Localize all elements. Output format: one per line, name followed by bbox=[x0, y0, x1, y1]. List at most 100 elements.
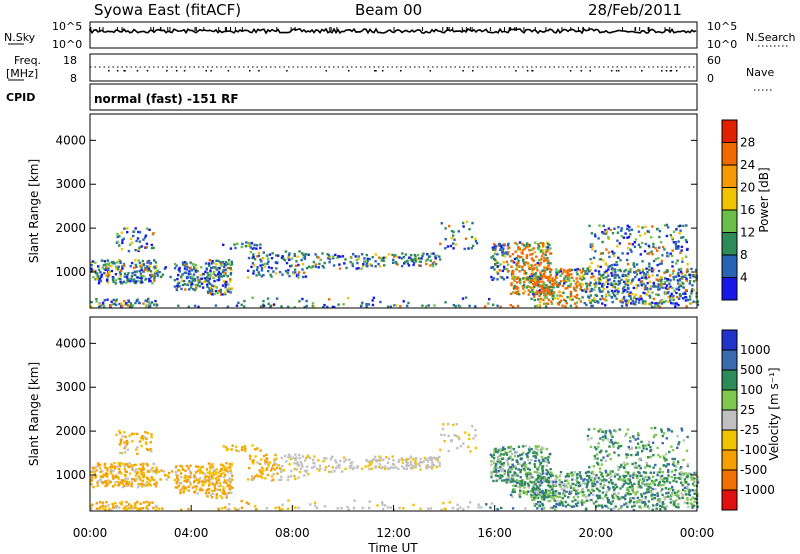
scatter-cell bbox=[515, 285, 519, 289]
scatter-cell bbox=[262, 251, 265, 254]
scatter-cell bbox=[637, 483, 640, 486]
scatter-cell bbox=[189, 276, 193, 279]
scatter-cell bbox=[272, 270, 275, 273]
scatter-cell bbox=[512, 277, 516, 281]
scatter-cell bbox=[444, 301, 447, 304]
scatter-cell bbox=[148, 273, 152, 277]
scatter-cell bbox=[594, 269, 597, 272]
scatter-cell bbox=[130, 463, 133, 467]
scatter-cell bbox=[601, 231, 604, 234]
scatter-cell bbox=[638, 478, 642, 481]
scatter-cell bbox=[146, 476, 149, 479]
scatter-cell bbox=[106, 467, 109, 470]
scatter-cell bbox=[647, 273, 650, 276]
scatter-cell bbox=[220, 264, 223, 267]
scatter-cell bbox=[150, 436, 153, 439]
scatter-cell bbox=[374, 265, 377, 268]
scatter-cell bbox=[404, 260, 407, 264]
scatter-cell bbox=[631, 299, 634, 303]
scatter-cell bbox=[176, 285, 179, 288]
scatter-cell bbox=[601, 506, 604, 509]
scatter-cell bbox=[539, 297, 543, 301]
scatter-cell bbox=[219, 290, 222, 293]
scatter-cell bbox=[547, 456, 550, 459]
scatter-cell bbox=[578, 277, 582, 280]
scatter-cell bbox=[392, 466, 395, 470]
scatter-cell bbox=[175, 476, 179, 480]
scatter-cell bbox=[108, 480, 111, 483]
scatter-cell bbox=[120, 269, 123, 272]
scatter-cell bbox=[223, 468, 227, 471]
scatter-cell bbox=[593, 477, 597, 480]
scatter-cell bbox=[567, 475, 571, 478]
scatter-cell bbox=[252, 478, 255, 481]
scatter-cell bbox=[406, 461, 409, 464]
scatter-cell bbox=[542, 249, 545, 252]
scatter-cell bbox=[419, 507, 422, 510]
scatter-cell bbox=[532, 486, 535, 489]
scatter-cell bbox=[607, 506, 610, 510]
scatter-cell bbox=[520, 484, 524, 487]
scatter-cell bbox=[90, 483, 93, 486]
scatter-cell bbox=[513, 279, 516, 282]
scatter-cell bbox=[243, 305, 246, 308]
scatter-cell bbox=[544, 457, 547, 460]
scatter-cell bbox=[224, 260, 228, 264]
power-data bbox=[90, 220, 700, 309]
scatter-cell bbox=[664, 487, 668, 490]
scatter-cell bbox=[680, 236, 683, 239]
scatter-cell bbox=[151, 282, 154, 285]
scatter-cell bbox=[539, 484, 542, 487]
scatter-cell bbox=[667, 491, 670, 494]
scatter-cell bbox=[652, 283, 656, 286]
scatter-cell bbox=[501, 269, 504, 273]
scatter-cell bbox=[184, 487, 187, 490]
scatter-cell bbox=[532, 455, 535, 458]
scatter-cell bbox=[229, 291, 232, 294]
scatter-cell bbox=[530, 286, 533, 289]
scatter-cell bbox=[224, 263, 228, 267]
scatter-cell bbox=[302, 271, 306, 274]
scatter-cell bbox=[615, 297, 618, 300]
scatter-cell bbox=[94, 278, 97, 281]
scatter-cell bbox=[601, 475, 604, 478]
scatter-cell bbox=[601, 302, 604, 305]
colorbar-tick-label: 1000 bbox=[740, 343, 771, 357]
scatter-cell bbox=[261, 263, 264, 267]
scatter-cell bbox=[540, 446, 544, 449]
scatter-cell bbox=[546, 249, 550, 252]
scatter-cell bbox=[619, 259, 622, 262]
scatter-cell bbox=[448, 501, 451, 504]
scatter-cell bbox=[519, 483, 522, 486]
scatter-cell bbox=[529, 275, 532, 278]
scatter-cell bbox=[123, 467, 127, 471]
scatter-cell bbox=[536, 453, 539, 456]
scatter-cell bbox=[661, 493, 664, 497]
scatter-cell bbox=[542, 447, 545, 450]
scatter-cell bbox=[266, 262, 269, 265]
scatter-cell bbox=[456, 508, 459, 511]
scatter-cell bbox=[116, 480, 120, 484]
scatter-cell bbox=[511, 274, 515, 278]
scatter-cell bbox=[597, 280, 601, 283]
scatter-cell bbox=[636, 268, 640, 272]
scatter-cell bbox=[117, 471, 121, 475]
scatter-cell bbox=[624, 434, 627, 437]
scatter-cell bbox=[632, 473, 635, 476]
scatter-cell bbox=[225, 462, 228, 465]
scatter-cell bbox=[607, 291, 610, 294]
scatter-cell bbox=[589, 257, 592, 261]
scatter-cell bbox=[145, 242, 149, 245]
scatter-cell bbox=[288, 274, 291, 278]
scatter-cell bbox=[665, 223, 669, 227]
scatter-cell bbox=[541, 245, 545, 249]
scatter-cell bbox=[522, 287, 525, 290]
scatter-cell bbox=[96, 462, 100, 465]
scatter-cell bbox=[414, 258, 417, 261]
scatter-cell bbox=[414, 260, 418, 263]
scatter-cell bbox=[650, 479, 654, 483]
scatter-cell bbox=[109, 465, 112, 469]
scatter-cell bbox=[588, 474, 591, 478]
scatter-cell bbox=[607, 236, 610, 239]
scatter-cell bbox=[530, 273, 533, 276]
